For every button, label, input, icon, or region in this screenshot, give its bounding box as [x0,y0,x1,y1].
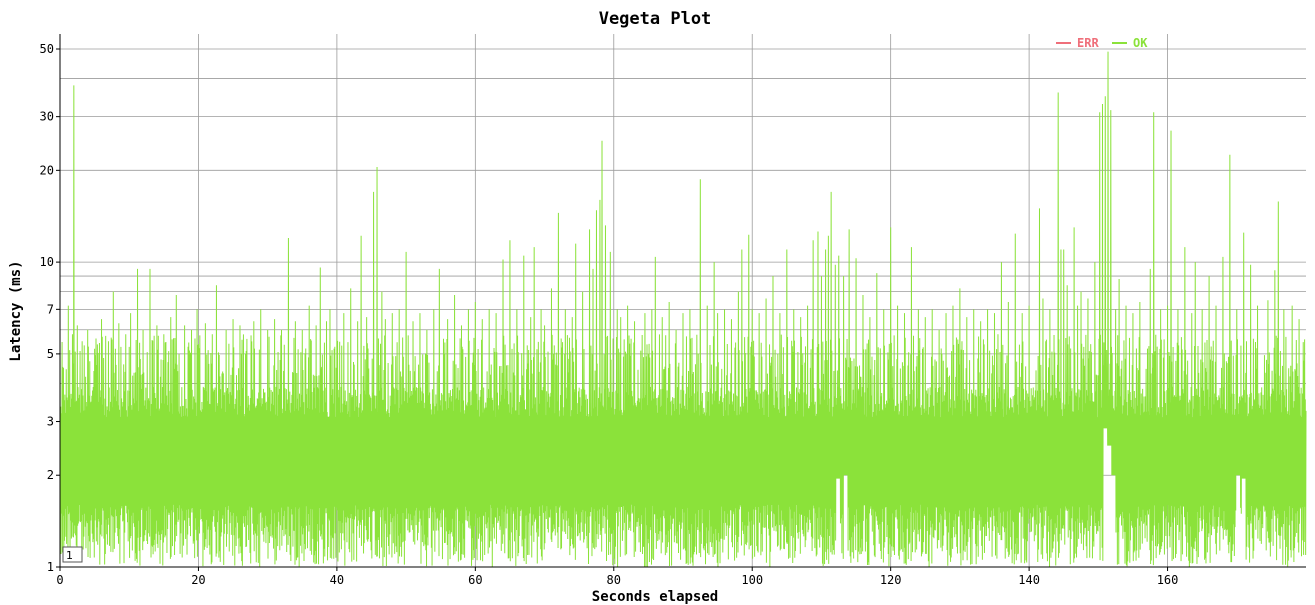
range-selector-box[interactable] [62,546,83,563]
x-tick-label: 160 [1157,573,1179,587]
y-tick-label: 2 [47,468,54,482]
y-tick-label: 7 [47,302,54,316]
x-tick-label: 0 [56,573,63,587]
x-tick-label: 120 [880,573,902,587]
legend-ok-label: OK [1133,36,1148,50]
y-tick-label: 5 [47,347,54,361]
range-selector-handle[interactable]: 1 [62,546,83,563]
y-tick-label: 3 [47,415,54,429]
y-tick-label: 1 [47,560,54,574]
x-tick-label: 40 [330,573,344,587]
y-axis-ticks: 1 2 3 5 7 10 20 30 50 [40,42,60,574]
legend: ERR OK [1056,36,1148,50]
x-tick-label: 140 [1018,573,1040,587]
x-axis-label: Seconds elapsed [592,589,718,605]
y-tick-label: 10 [40,255,54,269]
x-axis-ticks: 0 20 40 60 80 100 120 140 160 [56,567,1178,587]
x-tick-label: 80 [607,573,621,587]
y-tick-label: 20 [40,163,54,177]
y-tick-label: 30 [40,110,54,124]
legend-err-label: ERR [1077,36,1099,50]
x-tick-label: 20 [191,573,205,587]
y-tick-label: 50 [40,42,54,56]
x-tick-label: 100 [741,573,763,587]
range-selector-label: 1 [66,549,73,562]
y-axis-label: Latency (ms) [8,260,24,361]
series-ok-line [59,51,1307,567]
chart-title: Vegeta Plot [599,9,712,29]
x-tick-label: 60 [468,573,482,587]
ok-series-path [59,51,1307,567]
